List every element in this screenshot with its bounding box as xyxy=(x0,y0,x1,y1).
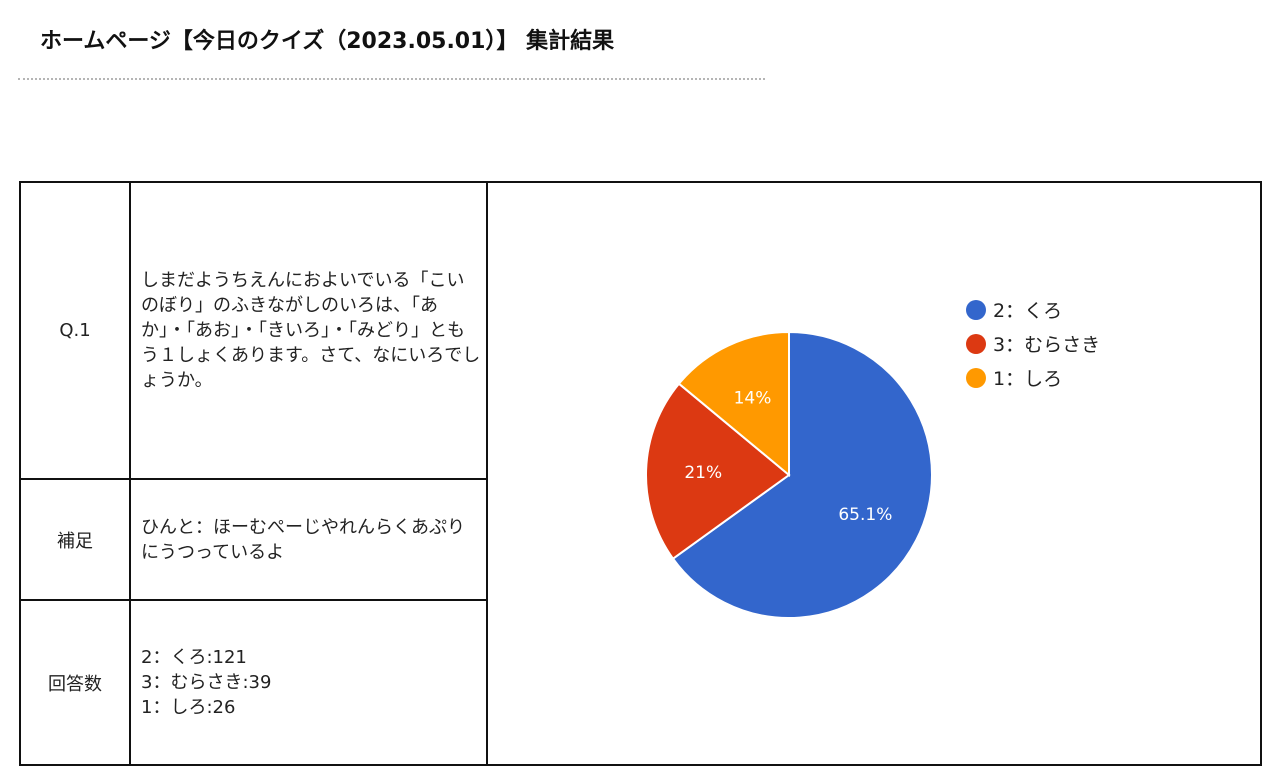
legend-marker xyxy=(966,300,986,320)
row-divider xyxy=(21,599,488,601)
pie-slice xyxy=(671,330,933,619)
answers-cell: 2：くろ:121 3：むらさき:39 1：しろ:26 xyxy=(141,601,481,764)
hint-label: 補足 xyxy=(57,530,93,552)
question-label: Q.1 xyxy=(59,320,91,341)
pie-slice xyxy=(645,382,791,561)
pie-chart: 65.1% 21% 14% 2：くろ 3：むらさき 1：しろ xyxy=(645,300,1100,619)
pie-slice-label: 65.1% xyxy=(838,505,892,525)
page-title: ホームページ【今日のクイズ（2023.05.01）】 集計結果 xyxy=(40,29,615,54)
chart-area: 65.1% 21% 14% 2：くろ 3：むらさき 1：しろ xyxy=(491,183,1260,764)
hint-text: ひんと：ほーむぺーじやれんらくあぷりにうつっているよ xyxy=(141,516,465,563)
legend-label: 2：くろ xyxy=(993,300,1062,322)
pie-slice xyxy=(677,330,790,478)
pie-slice-label: 21% xyxy=(684,463,722,483)
answers-label: 回答数 xyxy=(48,673,102,695)
pie-slice-label: 14% xyxy=(734,388,772,408)
column-divider xyxy=(129,183,131,764)
column-divider xyxy=(486,183,488,764)
answer-count-item: 1：しろ:26 xyxy=(141,697,236,718)
answer-count-list: 2：くろ:121 3：むらさき:39 1：しろ:26 xyxy=(141,645,271,720)
legend-label: 1：しろ xyxy=(993,368,1062,390)
question-text: しまだようちえんにおよいでいる「こいのぼり」のふきながしのいろは、「あか」・「あ… xyxy=(141,270,481,391)
legend-label: 3：むらさき xyxy=(993,334,1100,356)
legend-marker xyxy=(966,368,986,388)
hint-cell: ひんと：ほーむぺーじやれんらくあぷりにうつっているよ xyxy=(141,480,481,599)
question-cell: しまだようちえんにおよいでいる「こいのぼり」のふきながしのいろは、「あか」・「あ… xyxy=(141,183,481,478)
row-divider xyxy=(21,478,488,480)
title-divider xyxy=(18,78,765,80)
legend-marker xyxy=(966,334,986,354)
answer-count-item: 3：むらさき:39 xyxy=(141,672,272,693)
answer-count-item: 2：くろ:121 xyxy=(141,647,247,668)
results-table: Q.1 しまだようちえんにおよいでいる「こいのぼり」のふきながしのいろは、「あか… xyxy=(19,181,1262,766)
